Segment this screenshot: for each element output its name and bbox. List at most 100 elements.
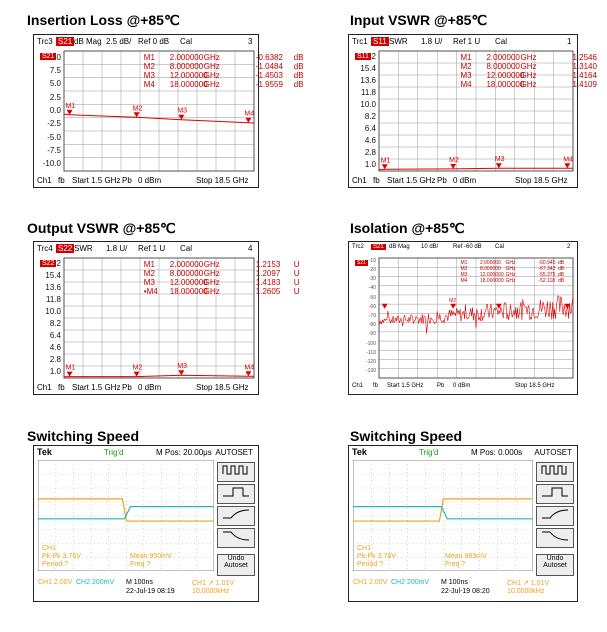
grid-dot xyxy=(210,487,211,489)
grid-dot xyxy=(477,487,478,489)
grid-dot xyxy=(407,476,408,477)
grid-dot xyxy=(373,543,374,544)
grid-dot xyxy=(66,515,67,517)
grid-dot xyxy=(461,500,462,501)
grid-dot xyxy=(74,557,75,558)
grid-dot xyxy=(385,529,386,530)
grid-dot xyxy=(515,500,516,501)
grid-dot xyxy=(108,544,109,545)
footer-stop: Stop 18.5 GHz xyxy=(515,383,555,389)
grid-dot xyxy=(407,480,408,481)
grid-dot xyxy=(55,496,57,497)
grid-dot xyxy=(73,556,74,557)
grid-dot xyxy=(371,568,372,569)
grid-dot xyxy=(501,543,502,544)
grid-dot xyxy=(521,473,522,475)
grid-dot xyxy=(515,532,516,533)
header-param: S21 xyxy=(56,37,75,46)
grid-dot xyxy=(389,476,390,477)
grid-dot xyxy=(126,544,127,545)
footer-fb: fb xyxy=(373,176,380,185)
grid-dot xyxy=(497,492,498,493)
marker-triangle xyxy=(450,163,457,169)
grid-dot xyxy=(497,536,498,537)
grid-dot xyxy=(407,552,408,553)
grid-dot xyxy=(407,524,408,525)
side-menu-button[interactable] xyxy=(536,462,574,482)
grid-dot xyxy=(90,568,92,569)
grid-dot xyxy=(98,543,99,544)
grid-dot xyxy=(525,543,526,544)
grid-dot xyxy=(166,487,167,489)
grid-dot xyxy=(461,532,462,533)
grid-dot xyxy=(110,515,111,517)
side-menu-button[interactable] xyxy=(536,506,574,526)
marker-label: M1 xyxy=(66,103,76,110)
ref-tag: S21 xyxy=(40,53,57,60)
grid-dot xyxy=(62,487,63,489)
grid-dot xyxy=(55,568,57,569)
marker-name: M2 xyxy=(143,62,155,71)
grid-dot xyxy=(407,532,408,533)
marker-unit: GHz xyxy=(520,53,537,62)
grid-dot xyxy=(106,529,107,530)
grid-dot xyxy=(509,473,510,475)
side-menu-button[interactable] xyxy=(217,484,255,504)
grid-dot xyxy=(397,557,398,558)
status-ch1-scale: CH1 2.00V xyxy=(38,579,73,586)
grid-dot xyxy=(449,487,450,489)
grid-dot xyxy=(138,487,139,489)
grid-dot xyxy=(529,529,530,530)
grid-dot xyxy=(161,544,162,545)
side-menu-button[interactable] xyxy=(536,484,574,504)
marker-unit: GHz xyxy=(203,62,220,71)
grid-dot xyxy=(196,492,197,493)
grid-dot xyxy=(166,529,167,530)
grid-dot xyxy=(505,557,506,558)
grid-dot xyxy=(98,529,99,530)
grid-dot xyxy=(161,552,162,553)
grid-dot xyxy=(371,472,372,473)
grid-dot xyxy=(55,524,57,525)
grid-dot xyxy=(73,540,74,541)
grid-dot xyxy=(437,487,438,489)
grid-dot xyxy=(186,487,187,489)
grid-dot xyxy=(142,557,143,558)
grid-dot xyxy=(50,529,51,530)
grid-dot xyxy=(178,557,179,558)
header-ref: Ref 0 dB xyxy=(138,37,170,46)
grid-dot xyxy=(46,487,47,489)
grid-dot xyxy=(134,557,135,558)
marker-unit: GHz xyxy=(203,269,220,278)
grid-dot xyxy=(443,472,444,473)
footer-stop: Stop 18.5 GHz xyxy=(196,383,249,392)
grid-dot xyxy=(73,460,74,461)
plot-svg: M1 M2 M3 M4 xyxy=(63,50,255,172)
grid-dot xyxy=(178,529,179,530)
y-tick-label: 8.2 xyxy=(364,112,376,121)
grid-dot xyxy=(42,473,43,475)
grid-dot xyxy=(108,564,109,565)
grid-dot xyxy=(413,473,414,475)
grid-dot xyxy=(126,468,127,469)
side-menu-button[interactable] xyxy=(217,506,255,526)
side-menu-button[interactable] xyxy=(217,462,255,482)
undo-autoset-button[interactable]: Undo Autoset xyxy=(536,554,574,576)
grid-dot xyxy=(196,512,197,513)
marker-vunit: dB xyxy=(557,260,565,266)
waveform-icon xyxy=(542,531,569,541)
grid-dot xyxy=(453,515,454,517)
grid-dot xyxy=(90,492,92,493)
side-menu-button[interactable] xyxy=(217,528,255,548)
side-menu-button[interactable] xyxy=(536,528,574,548)
grid-dot xyxy=(389,496,390,497)
y-tick-label: -20 xyxy=(368,266,376,273)
grid-dot xyxy=(166,557,167,558)
grid-dot xyxy=(445,473,446,475)
grid-dot xyxy=(38,543,39,544)
y-tick-label: -40 xyxy=(368,285,376,292)
grid-dot xyxy=(161,556,162,557)
na-footer: Ch1 fb Start 1.5 GHz Pb 0 dBm Stop 18.5 GHz xyxy=(34,174,258,187)
grid-dot xyxy=(433,557,434,558)
undo-autoset-button[interactable]: Undo Autoset xyxy=(217,554,255,576)
